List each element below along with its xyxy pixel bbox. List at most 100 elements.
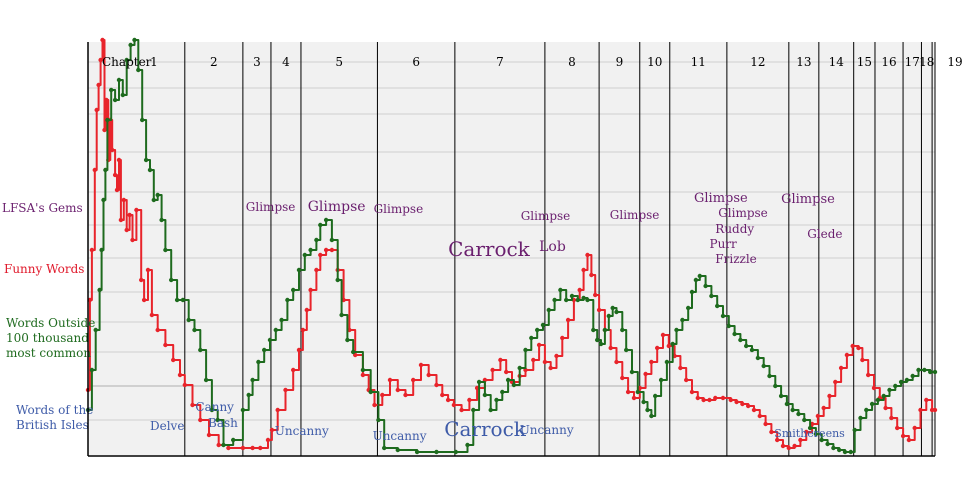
data-point [585, 297, 590, 303]
data-point [308, 287, 313, 293]
data-point [565, 317, 571, 323]
data-point [258, 445, 263, 451]
data-point [380, 392, 385, 398]
y-category-label: Words Outside [6, 316, 95, 330]
series-group [85, 37, 938, 455]
data-point [778, 393, 784, 399]
data-point [786, 445, 791, 451]
data-point [869, 401, 875, 407]
annotation-label: Glede [807, 227, 842, 241]
chapter-label: 17 [905, 55, 920, 69]
data-point [720, 395, 726, 401]
data-point [614, 359, 619, 365]
data-point [240, 407, 246, 413]
data-point [529, 335, 534, 341]
chapter-label: 14 [829, 55, 845, 69]
data-point [558, 287, 563, 293]
data-point [740, 401, 745, 407]
data-point [517, 365, 522, 371]
y-category-label: most common [6, 346, 91, 360]
data-point [300, 327, 306, 333]
data-point [186, 317, 191, 323]
annotation-label: Frizzle [715, 252, 756, 266]
data-point [910, 373, 915, 379]
data-point [804, 429, 809, 435]
data-point [680, 317, 685, 323]
data-point [898, 379, 904, 385]
data-point [546, 307, 551, 313]
data-point [922, 367, 927, 373]
data-point [798, 437, 803, 443]
annotation-label: Bash [208, 416, 238, 430]
data-point [815, 413, 821, 419]
data-point [296, 267, 302, 273]
data-point [629, 369, 635, 375]
data-point [434, 449, 439, 455]
data-point [180, 297, 186, 303]
data-point [635, 389, 640, 395]
data-point [531, 357, 536, 363]
data-point [625, 389, 631, 395]
data-point [670, 341, 675, 347]
data-point [505, 377, 511, 383]
data-point [279, 317, 284, 323]
data-point [792, 443, 797, 449]
data-point [686, 305, 691, 311]
data-point [110, 147, 115, 153]
data-point [889, 415, 894, 421]
data-point [581, 295, 586, 301]
data-point [827, 393, 832, 399]
data-point [593, 292, 598, 298]
data-point [819, 437, 824, 443]
data-point [645, 407, 650, 413]
data-point [112, 172, 118, 178]
data-point [864, 407, 869, 413]
data-point [749, 347, 755, 353]
data-point [329, 237, 335, 243]
chapter-label: 2 [210, 55, 218, 69]
data-point [250, 445, 255, 451]
data-point [802, 417, 807, 423]
data-point [713, 395, 718, 401]
chapter-label: 15 [857, 55, 872, 69]
data-point [693, 277, 699, 283]
data-point [780, 443, 786, 449]
data-point [728, 397, 733, 403]
data-point [96, 82, 101, 88]
data-point [87, 297, 93, 303]
annotation-label: Glimpse [610, 208, 660, 222]
data-point [895, 425, 900, 431]
data-point [848, 449, 853, 455]
data-point [192, 327, 197, 333]
chapter-label: 4 [282, 55, 290, 69]
data-point [709, 293, 714, 299]
chapter-label: 9 [616, 55, 624, 69]
data-point [554, 353, 559, 359]
data-point [790, 407, 795, 413]
data-point [451, 402, 457, 408]
data-point [140, 117, 145, 123]
y-category-label: 100 thousand [6, 331, 89, 345]
data-point [932, 407, 938, 413]
data-point [660, 332, 666, 338]
data-point [689, 389, 695, 395]
data-point [498, 357, 503, 363]
data-point [548, 365, 553, 371]
data-point [246, 392, 251, 398]
data-point [610, 305, 615, 311]
data-point [831, 445, 836, 451]
data-point [414, 449, 420, 455]
data-point [226, 445, 231, 451]
data-point [335, 277, 340, 283]
data-point [761, 363, 766, 369]
data-point [269, 427, 275, 433]
y-category-label: Words of the [16, 403, 93, 417]
data-point [267, 337, 273, 343]
chapter-label: 6 [412, 55, 420, 69]
data-point [569, 293, 575, 299]
data-point [296, 347, 302, 353]
data-point [250, 377, 255, 383]
data-point [169, 277, 174, 283]
data-point [304, 307, 309, 313]
data-point [116, 77, 122, 83]
